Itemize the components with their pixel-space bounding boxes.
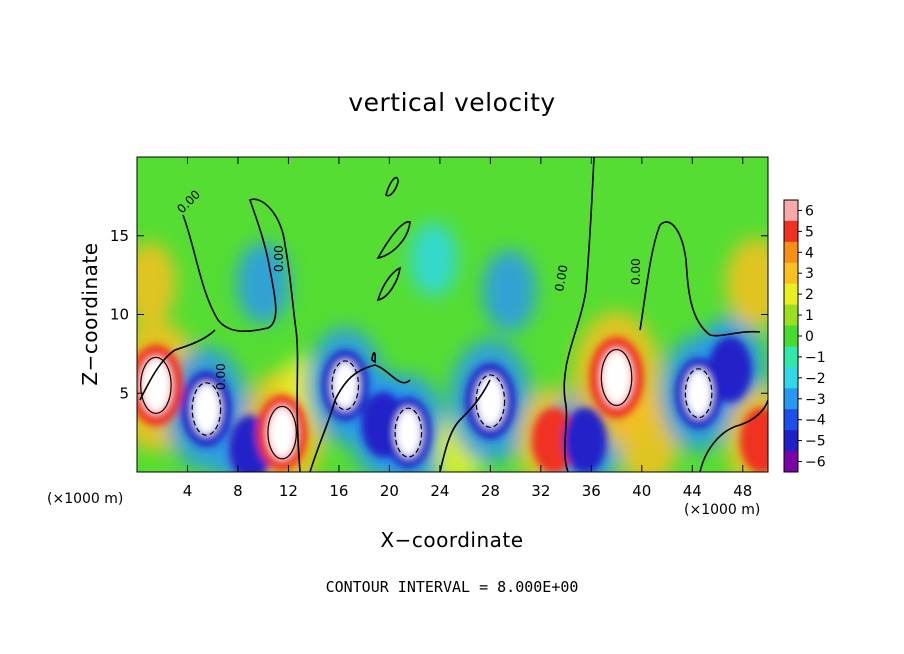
- colorbar-swatch: [784, 241, 798, 264]
- contour-line: [385, 176, 399, 197]
- colorbar-tick-label: 4: [805, 245, 814, 261]
- x-tick-label: 44: [683, 482, 702, 500]
- x-tick-label: 16: [329, 482, 348, 500]
- field-extreme: [332, 360, 359, 410]
- y-tick-label: 15: [110, 227, 129, 245]
- colorbar-tick-label: −4: [805, 413, 826, 429]
- x-tick-label: 48: [733, 482, 752, 500]
- y-unit-label: (×1000 m): [47, 491, 124, 507]
- x-tick-label: 40: [632, 482, 651, 500]
- colorbar-swatch: [784, 325, 798, 347]
- y-axis: 5 10 15: [110, 227, 768, 402]
- contour-line: [699, 399, 768, 472]
- contour-label: 0.00: [214, 363, 228, 390]
- x-tick-label: 4: [183, 482, 193, 500]
- core-contours: [140, 348, 713, 460]
- contour-label: 0.00: [629, 258, 643, 285]
- colorbar-tick-label: 0: [805, 329, 814, 345]
- x-axis-label: X−coordinate: [380, 528, 524, 552]
- contour-line: [376, 266, 401, 302]
- colorbar-tick-label: −6: [805, 455, 826, 471]
- field-extreme: [267, 406, 297, 459]
- colorbar-swatch: [784, 367, 798, 389]
- field-extreme: [476, 374, 505, 428]
- colorbar-swatch: [784, 430, 798, 452]
- colorbar-swatch: [784, 409, 798, 431]
- contour-label: 0.00: [272, 245, 286, 272]
- contour-line: [182, 198, 301, 472]
- field-core: [708, 336, 752, 403]
- y-axis-label: Z−coordinate: [78, 242, 102, 386]
- chart-title: vertical velocity: [348, 88, 556, 117]
- field-core: [563, 407, 607, 472]
- field-extreme: [395, 408, 422, 458]
- colorbar-swatch: [784, 304, 798, 327]
- contour-interval-note: CONTOUR INTERVAL = 8.000E+00: [325, 578, 579, 596]
- colorbar-tick-label: 3: [805, 266, 814, 282]
- contour-line: [439, 379, 491, 472]
- x-tick-label: 28: [481, 482, 500, 500]
- core-contour: [267, 405, 297, 460]
- field-extreme: [192, 382, 221, 436]
- field-blob: [618, 395, 678, 472]
- colorbar-tick-label: −1: [805, 350, 826, 366]
- contour-line: [563, 157, 595, 472]
- colorbar-tick-label: 2: [805, 287, 814, 303]
- contour-line: [309, 364, 411, 472]
- field-blob: [482, 249, 537, 332]
- velocity-field: [137, 157, 768, 472]
- colorbar-swatch: [784, 388, 798, 410]
- colorbar-tick-label: 6: [805, 203, 814, 219]
- contour-line: [639, 221, 761, 337]
- field-core: [739, 407, 768, 472]
- core-contour: [475, 374, 506, 428]
- x-tick-label: 32: [531, 482, 550, 500]
- colorbar-swatch: [784, 451, 798, 473]
- core-contour: [684, 368, 713, 419]
- x-tick-label: 24: [430, 482, 449, 500]
- field-blob: [137, 241, 177, 325]
- field-extreme: [601, 349, 632, 406]
- field-extreme: [685, 368, 712, 418]
- colorbar: 6 5 4 3 2 1 0 −1 −2 −3 −4 −5 −6: [783, 199, 826, 473]
- colorbar-tick-label: 5: [805, 224, 814, 240]
- colorbar-swatch: [784, 262, 798, 285]
- contour-line: [139, 329, 216, 401]
- core-contour: [331, 360, 360, 411]
- colorbar-swatch: [784, 200, 798, 222]
- core-contour: [191, 382, 222, 436]
- colorbar-tick-label: −5: [805, 434, 826, 450]
- zero-contours: [139, 157, 768, 472]
- field-blob: [725, 237, 768, 329]
- colorbar-tick-label: 1: [805, 308, 814, 324]
- x-tick-label: 12: [279, 482, 298, 500]
- x-tick-label: 8: [233, 482, 243, 500]
- field-blob: [409, 222, 458, 297]
- field-blob: [236, 241, 290, 325]
- y-tick-label: 10: [110, 306, 129, 324]
- core-contour: [600, 348, 633, 407]
- x-tick-label: 20: [380, 482, 399, 500]
- core-contour: [140, 356, 172, 414]
- contour-label: 0.00: [552, 264, 570, 293]
- colorbar-tick-label: −2: [805, 371, 826, 387]
- contour-line: [376, 221, 411, 260]
- x-unit-label: (×1000 m): [684, 502, 761, 518]
- colorbar-tick-label: −3: [805, 392, 826, 408]
- x-axis: 4 8 12 16 20 24 28 32 36 40 44 48: [183, 157, 752, 500]
- x-tick-label: 36: [582, 482, 601, 500]
- colorbar-swatch: [784, 346, 798, 368]
- field-extreme: [140, 357, 172, 414]
- colorbar-swatch: [784, 220, 798, 243]
- core-contour: [394, 407, 423, 458]
- colorbar-swatch: [784, 283, 798, 306]
- y-tick-label: 5: [119, 384, 129, 402]
- contour-line: [371, 351, 376, 364]
